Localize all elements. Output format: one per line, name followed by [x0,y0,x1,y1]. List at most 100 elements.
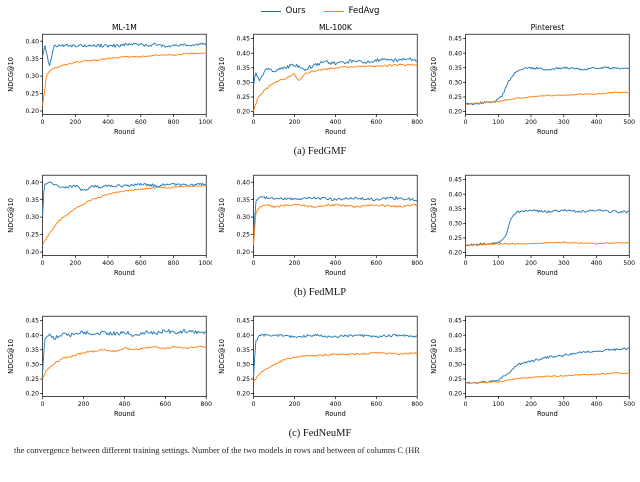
svg-text:800: 800 [168,260,180,267]
svg-text:0.25: 0.25 [448,235,462,242]
svg-text:0.35: 0.35 [26,347,40,354]
svg-text:0.25: 0.25 [448,94,462,101]
svg-text:400: 400 [590,401,602,408]
svg-text:100: 100 [492,119,504,126]
legend: Ours FedAvg [0,3,640,19]
svg-text:0.20: 0.20 [448,109,462,116]
svg-text:NDCG@10: NDCG@10 [218,339,226,374]
svg-text:0: 0 [41,260,45,267]
svg-text:200: 200 [70,119,82,126]
row-caption-fedgmf: (a) FedGMF [293,145,347,157]
svg-text:400: 400 [330,260,342,267]
svg-text:0.45: 0.45 [26,318,40,325]
svg-text:0: 0 [463,119,467,126]
svg-text:0.35: 0.35 [237,197,251,204]
svg-text:0: 0 [252,401,256,408]
svg-text:0.40: 0.40 [448,332,462,339]
svg-text:Round: Round [114,269,135,277]
svg-text:NDCG@10: NDCG@10 [7,198,15,233]
svg-text:0.45: 0.45 [448,318,462,325]
svg-text:NDCG@10: NDCG@10 [7,57,15,92]
svg-text:200: 200 [289,119,301,126]
svg-text:0.30: 0.30 [448,221,462,228]
svg-text:0.45: 0.45 [237,318,251,325]
line-chart: 0 200 400 600 800 0.20 0.25 0.30 0.35 0.40 0.45 Rou… [218,315,424,418]
caption-fragment: the convergence between different traini… [14,444,420,455]
svg-text:800: 800 [412,119,424,126]
chart-row-fedgmf: 020040060080010000.200.250.300.350.40ML-… [0,21,640,145]
svg-text:0.30: 0.30 [448,80,462,87]
svg-text:0.30: 0.30 [448,361,462,368]
svg-text:Round: Round [537,269,558,277]
svg-text:Round: Round [325,128,346,136]
svg-text:0.20: 0.20 [448,391,462,398]
svg-text:800: 800 [412,401,424,408]
fedavg-line-swatch [323,10,344,12]
chart-fedneumf-ml100k: 0 200 400 600 800 0.20 0.25 0.30 0.35 0.40 0.45 Rou… [216,303,423,427]
svg-text:400: 400 [590,260,602,267]
svg-text:0.25: 0.25 [237,376,251,383]
svg-text:400: 400 [119,401,131,408]
svg-text:0.25: 0.25 [26,232,40,239]
svg-text:600: 600 [135,119,147,126]
svg-text:0.40: 0.40 [26,332,40,339]
line-chart: 0 200 400 600 800 0.20 0.25 0.30 0.35 0.40 0.45 ML-… [218,23,424,136]
svg-text:400: 400 [330,119,342,126]
svg-text:0.30: 0.30 [26,214,40,221]
svg-text:0: 0 [463,401,467,408]
svg-text:0.35: 0.35 [237,65,251,72]
svg-text:800: 800 [412,260,424,267]
svg-text:0.40: 0.40 [26,38,40,45]
svg-text:500: 500 [623,260,635,267]
svg-text:200: 200 [70,260,82,267]
svg-text:0.20: 0.20 [237,109,251,116]
svg-text:200: 200 [525,401,537,408]
chart-fedmlp-ml100k: 0 200 400 600 800 0.20 0.25 0.30 0.35 0.40 Round ND… [216,162,423,286]
svg-text:NDCG@10: NDCG@10 [7,339,15,374]
svg-text:Round: Round [325,410,346,418]
svg-text:0.25: 0.25 [26,91,40,98]
svg-text:0.30: 0.30 [237,80,251,87]
svg-text:0.20: 0.20 [237,249,251,256]
line-chart: 0 200 400 600 800 0.20 0.25 0.30 0.35 0.40 Round ND… [218,174,424,277]
chart-fedgmf-ml100k: 0 200 400 600 800 0.20 0.25 0.30 0.35 0.40 0.45 ML-… [216,21,423,145]
svg-text:0.30: 0.30 [26,73,40,80]
svg-text:0.35: 0.35 [26,197,40,204]
svg-text:100: 100 [492,401,504,408]
svg-text:600: 600 [371,119,383,126]
svg-text:0.45: 0.45 [448,36,462,43]
svg-text:300: 300 [558,401,570,408]
svg-text:0.35: 0.35 [448,347,462,354]
line-chart: 0 100 200 300 400 500 0.20 0.25 0.30 0.35 0.40 0.45… [430,315,635,418]
svg-text:Round: Round [537,128,558,136]
svg-text:0.35: 0.35 [448,206,462,213]
svg-text:0.20: 0.20 [237,391,251,398]
svg-text:200: 200 [525,119,537,126]
svg-text:800: 800 [168,119,180,126]
svg-text:300: 300 [558,260,570,267]
chart-fedgmf-pinterest: 0 100 200 300 400 500 0.20 0.25 0.30 0.35 0.40 0.45… [428,21,635,145]
svg-text:0.40: 0.40 [237,50,251,57]
svg-text:0.25: 0.25 [237,94,251,101]
svg-text:0.40: 0.40 [448,50,462,57]
svg-text:0.20: 0.20 [448,250,462,257]
svg-text:NDCG@10: NDCG@10 [218,57,226,92]
svg-text:0.35: 0.35 [448,65,462,72]
svg-text:200: 200 [289,401,301,408]
svg-text:0.30: 0.30 [237,214,251,221]
svg-text:0.25: 0.25 [448,376,462,383]
svg-text:600: 600 [371,401,383,408]
svg-text:0.30: 0.30 [26,361,40,368]
line-chart: 0 100 200 300 400 500 0.20 0.25 0.30 0.35 0.40 0.45… [430,23,635,136]
svg-text:200: 200 [525,260,537,267]
svg-text:Round: Round [537,410,558,418]
svg-text:400: 400 [102,119,114,126]
svg-text:NDCG@10: NDCG@10 [430,339,438,374]
svg-text:Round: Round [325,269,346,277]
svg-text:600: 600 [371,260,383,267]
line-chart: 0 100 200 300 400 500 0.20 0.25 0.30 0.35 0.40 0.45… [430,174,635,277]
svg-text:NDCG@10: NDCG@10 [218,198,226,233]
